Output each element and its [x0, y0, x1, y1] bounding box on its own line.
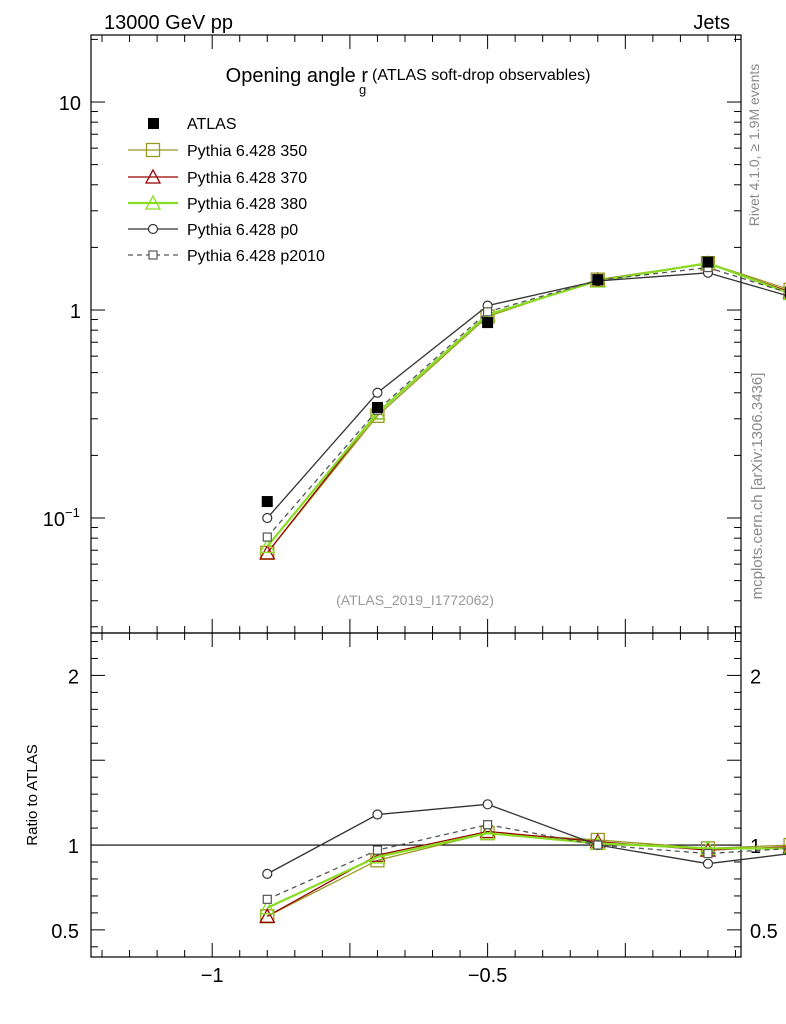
data-point [482, 317, 494, 329]
legend-label-p0: Pythia 6.428 p0 [187, 222, 298, 239]
marker-square-small [262, 532, 272, 542]
series-line [266, 803, 786, 875]
header-left: 13000 GeV pp [104, 12, 233, 34]
marker-circle [262, 512, 273, 524]
legend-marker-350 [145, 142, 161, 158]
marker-triangle [259, 899, 276, 915]
legend-marker-370 [144, 168, 162, 184]
main-curves [259, 254, 786, 560]
legend-marker-atlas [148, 118, 159, 129]
series-line [266, 272, 786, 519]
legend-entry-370: Pythia 6.428 370 [128, 168, 307, 187]
legend-label-370: Pythia 6.428 370 [187, 170, 307, 187]
legend-entry-380: Pythia 6.428 380 [128, 194, 307, 213]
data-point [371, 401, 383, 413]
series-line [266, 262, 786, 548]
legend-label-380: Pythia 6.428 380 [187, 196, 307, 213]
marker-square-small [372, 845, 383, 855]
legend-marker-p2010 [148, 250, 158, 260]
rivet-label: Rivet 4.1.0, ≥ 1.9M events [746, 64, 762, 227]
legend-entry-atlas: ATLAS [148, 116, 237, 133]
legend-entry-p0: Pythia 6.428 p0 [128, 222, 298, 239]
title-sub: g [359, 82, 366, 97]
legend-entry-p2010: Pythia 6.428 p2010 [128, 248, 325, 265]
marker-circle [372, 809, 383, 820]
y-tick-label: 1 [68, 836, 79, 858]
x-tick-label: −1 [201, 965, 224, 987]
y-tick-label: 1 [70, 301, 81, 323]
ratio-frame [90, 632, 742, 958]
marker-square-small [593, 840, 603, 850]
legend-entry-350: Pythia 6.428 350 [128, 142, 307, 160]
marker-square [783, 837, 786, 853]
marker-triangle [259, 538, 276, 554]
marker-square-small [703, 848, 713, 859]
x-tick-label: −0.5 [468, 965, 507, 987]
ratio-ticks: −1 −0.52 21 10.5 0.5 [51, 633, 778, 987]
analysis-label: (ATLAS_2019_I1772062) [336, 592, 494, 608]
legend-label-atlas: ATLAS [187, 116, 237, 133]
y-tick-label: 10 [59, 93, 81, 115]
series-line [266, 266, 786, 538]
ratio-panel: −1 −0.52 21 10.5 0.5 Ratio to ATLAS [24, 632, 786, 987]
marker-square-small [483, 307, 493, 317]
y-tick-label-right: 0.5 [750, 921, 778, 943]
marker-square-small [262, 894, 272, 904]
y-tick-exponent: −1 [65, 505, 80, 520]
title-main: Opening angle r [226, 65, 369, 87]
mcplots-label: mcplots.cern.ch [arXiv:1306.3436] [749, 373, 766, 600]
data-point [702, 256, 714, 268]
y-tick-label: 0.5 [51, 921, 79, 943]
marker-square-small [483, 820, 493, 830]
marker-triangle [259, 907, 276, 923]
marker-triangle [479, 824, 496, 840]
legend: ATLAS Pythia 6.428 350 Pythia 6.428 370 … [128, 116, 325, 265]
y-tick-label: 10 [43, 509, 65, 531]
series-line [266, 832, 786, 909]
legend-label-350: Pythia 6.428 350 [187, 143, 307, 160]
data-point [261, 496, 273, 508]
marker-circle [262, 868, 273, 879]
marker-circle [702, 858, 714, 869]
legend-label-p2010: Pythia 6.428 p2010 [187, 248, 325, 265]
title-paren: (ATLAS soft-drop observables) [372, 67, 590, 84]
marker-circle [372, 387, 383, 398]
main-title: Opening angle r g (ATLAS soft-drop obser… [226, 65, 591, 97]
legend-marker-380 [144, 194, 162, 210]
series-4 [262, 820, 786, 904]
data-point [592, 274, 604, 286]
header-right: Jets [693, 12, 730, 34]
marker-triangle [479, 823, 496, 839]
legend-marker-p0 [147, 223, 159, 235]
y-tick-label-right: 2 [750, 666, 761, 688]
y-tick-label: 2 [68, 666, 79, 688]
series-line [267, 824, 786, 900]
marker-circle [482, 799, 493, 810]
ratio-curves [259, 799, 786, 924]
marker-triangle [369, 848, 386, 864]
ratio-ylabel: Ratio to ATLAS [24, 744, 41, 845]
